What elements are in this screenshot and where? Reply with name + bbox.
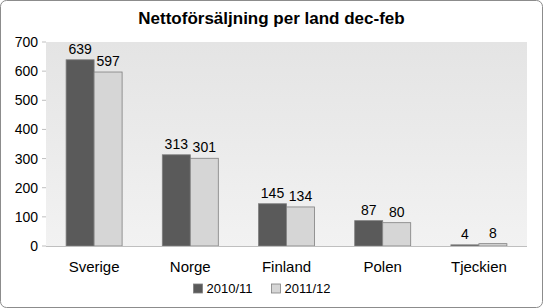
y-tick-label: 400 — [15, 121, 39, 137]
bar — [66, 60, 94, 246]
y-tick-label: 100 — [15, 209, 39, 225]
plot-area — [46, 42, 527, 246]
chart-title: Nettoförsäljning per land dec-feb — [138, 9, 404, 28]
data-label: 145 — [261, 185, 285, 201]
page: {"chart_data": {"type": "bar", "title": … — [0, 0, 543, 308]
legend-label: 2011/12 — [285, 281, 331, 296]
legend-swatch — [194, 284, 203, 293]
legend: 2010/11 2011/12 — [194, 281, 331, 296]
y-tick — [42, 187, 46, 188]
chart-container: Nettoförsäljning per land dec-feb 0 100 200… — [0, 0, 543, 308]
bar — [287, 207, 315, 246]
bar — [383, 223, 411, 246]
legend-swatch — [272, 284, 281, 293]
y-tick — [42, 129, 46, 130]
data-label: 639 — [68, 41, 92, 57]
data-label: 597 — [96, 53, 120, 69]
bar — [190, 158, 218, 246]
y-tick-label: 500 — [15, 92, 39, 108]
bar — [162, 155, 190, 246]
bar — [355, 221, 383, 246]
y-tick-label: 200 — [15, 180, 39, 196]
data-labels: 639597 313301 145134 87 80 4 8 — [68, 41, 497, 242]
y-tick — [42, 158, 46, 159]
x-tick-label: Tjeckien — [451, 258, 507, 275]
x-axis-line — [46, 246, 527, 247]
bar — [94, 72, 122, 246]
data-label: 4 — [461, 226, 469, 242]
x-tick-label: Sverige — [69, 258, 120, 275]
data-label: 87 — [361, 202, 377, 218]
y-tick-label: 700 — [15, 34, 39, 50]
x-tick-label: Finland — [262, 258, 311, 275]
data-label: 80 — [389, 204, 405, 220]
bars — [66, 60, 507, 246]
data-label: 313 — [165, 136, 189, 152]
y-tick — [42, 71, 46, 72]
y-tick-label: 300 — [15, 151, 39, 167]
y-tick-label: 600 — [15, 63, 39, 79]
chart-frame — [1, 1, 543, 308]
x-tick-label: Polen — [364, 258, 402, 275]
data-label: 134 — [289, 188, 313, 204]
legend-label: 2010/11 — [207, 281, 253, 296]
bar — [451, 245, 479, 246]
y-tick — [42, 100, 46, 101]
y-tick — [42, 216, 46, 217]
y-tick — [42, 42, 46, 43]
bar — [259, 204, 287, 246]
data-label: 301 — [193, 139, 217, 155]
data-label: 8 — [489, 225, 497, 241]
x-tick-label: Norge — [170, 258, 211, 275]
y-tick — [42, 246, 46, 247]
chart-svg: Nettoförsäljning per land dec-feb 0 100 200… — [0, 0, 543, 308]
y-tick-label: 0 — [30, 238, 38, 254]
bar — [479, 244, 507, 246]
